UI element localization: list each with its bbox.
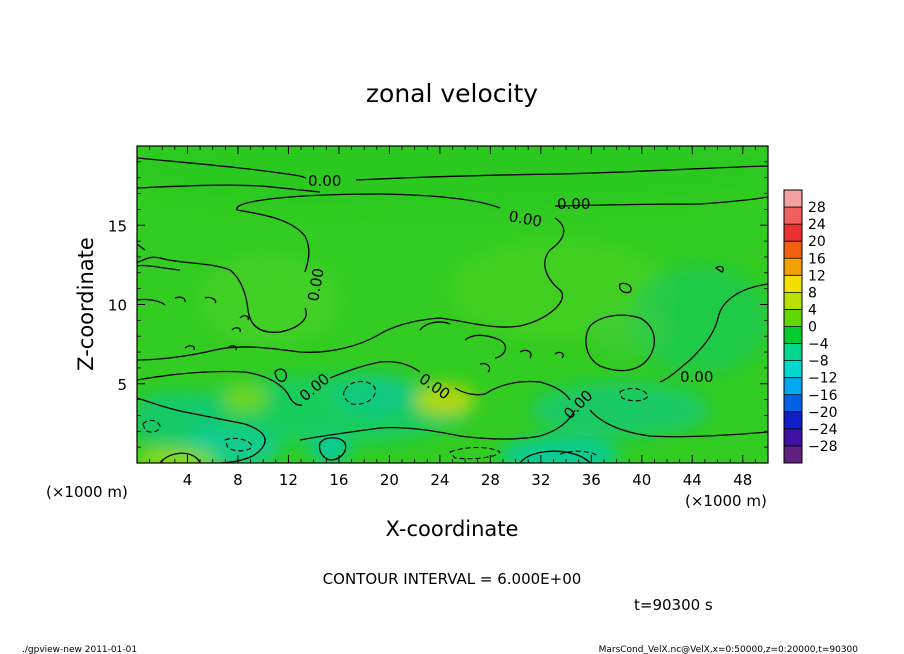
colorbar-swatch — [784, 428, 802, 447]
colorbar-swatch — [784, 190, 802, 208]
colorbar-swatch — [784, 292, 802, 310]
colorbar-swatch — [784, 241, 802, 259]
x-tick-label: 12 — [279, 471, 298, 489]
x-tick-label: 16 — [329, 471, 348, 489]
x-tick-label: 32 — [531, 471, 550, 489]
contour-label: 0.00 — [557, 195, 590, 213]
dashed-contours — [142, 380, 649, 460]
colorbar-label: 20 — [808, 234, 826, 250]
y-axis-label: Z-coordinate — [74, 237, 98, 371]
colorbar-label: 24 — [808, 217, 826, 233]
colorbar-swatch — [784, 377, 802, 396]
colorbar-swatch — [784, 394, 802, 413]
footer-left: ./gpview-new 2011-01-01 — [22, 645, 137, 654]
x-tick-label: 40 — [632, 471, 651, 489]
contour-lines — [137, 157, 768, 463]
y-tick-label: 15 — [108, 217, 127, 235]
x-tick-label: 20 — [380, 471, 399, 489]
colorbar-swatch — [784, 207, 802, 225]
y-axis-ticks: 5 10 15 — [108, 161, 768, 448]
colorbar-label: −28 — [808, 439, 838, 455]
colorbar-swatch — [784, 326, 802, 345]
colorbar-label: 4 — [808, 302, 817, 318]
x-tick-label: 44 — [683, 471, 702, 489]
colorbar-swatch — [784, 224, 802, 242]
colorbar-swatch — [784, 360, 802, 379]
plot-area: 0.00 0.00 0.00 0.00 0.00 0.00 0.00 0.00 — [137, 146, 768, 463]
x-tick-label: 28 — [481, 471, 500, 489]
contour-label: 0.00 — [507, 207, 543, 231]
contour-label: 0.00 — [304, 267, 328, 303]
chart-title: zonal velocity — [366, 79, 538, 108]
x-tick-label: 24 — [430, 471, 449, 489]
colorbar-label: −4 — [808, 337, 829, 353]
x-tick-label: 4 — [183, 471, 193, 489]
colorbar-label: 16 — [808, 251, 826, 267]
time-text: t=90300 s — [634, 596, 713, 614]
colorbar-label: −12 — [808, 371, 838, 387]
x-unit-label: (×1000 m) — [685, 492, 767, 510]
colorbar-label: 28 — [808, 200, 826, 216]
x-axis-label: X-coordinate — [386, 517, 519, 541]
colorbar-swatch — [784, 275, 802, 293]
y-tick-label: 5 — [117, 376, 127, 394]
colorbar-swatch — [784, 258, 802, 276]
x-axis-ticks: 4 8 12 16 20 24 28 32 36 40 44 48 — [149, 146, 756, 489]
colorbar-swatch — [784, 343, 802, 362]
contour-label: 0.00 — [680, 368, 713, 386]
colorbar-label: −20 — [808, 405, 838, 421]
colorbar-swatch — [784, 411, 802, 430]
colorbar-label: −16 — [808, 388, 838, 404]
x-tick-label: 8 — [233, 471, 243, 489]
footer-right: MarsCond_VelX.nc@VelX,x=0:50000,z=0:2000… — [599, 645, 859, 654]
contour-interval-text: CONTOUR INTERVAL = 6.000E+00 — [323, 570, 582, 588]
x-tick-label: 48 — [733, 471, 752, 489]
y-tick-label: 10 — [108, 297, 127, 315]
colorbar-swatch — [784, 309, 802, 327]
colorbar-label: 0 — [808, 320, 817, 336]
colorbar-label: 12 — [808, 268, 826, 284]
colorbar-label: −24 — [808, 422, 838, 438]
colorbar-label: −8 — [808, 354, 829, 370]
x-tick-label: 36 — [582, 471, 601, 489]
contour-label: 0.00 — [308, 172, 341, 190]
colorbar-swatch — [784, 445, 802, 464]
colorbar-label: 8 — [808, 285, 817, 301]
y-unit-label: (×1000 m) — [46, 483, 128, 501]
